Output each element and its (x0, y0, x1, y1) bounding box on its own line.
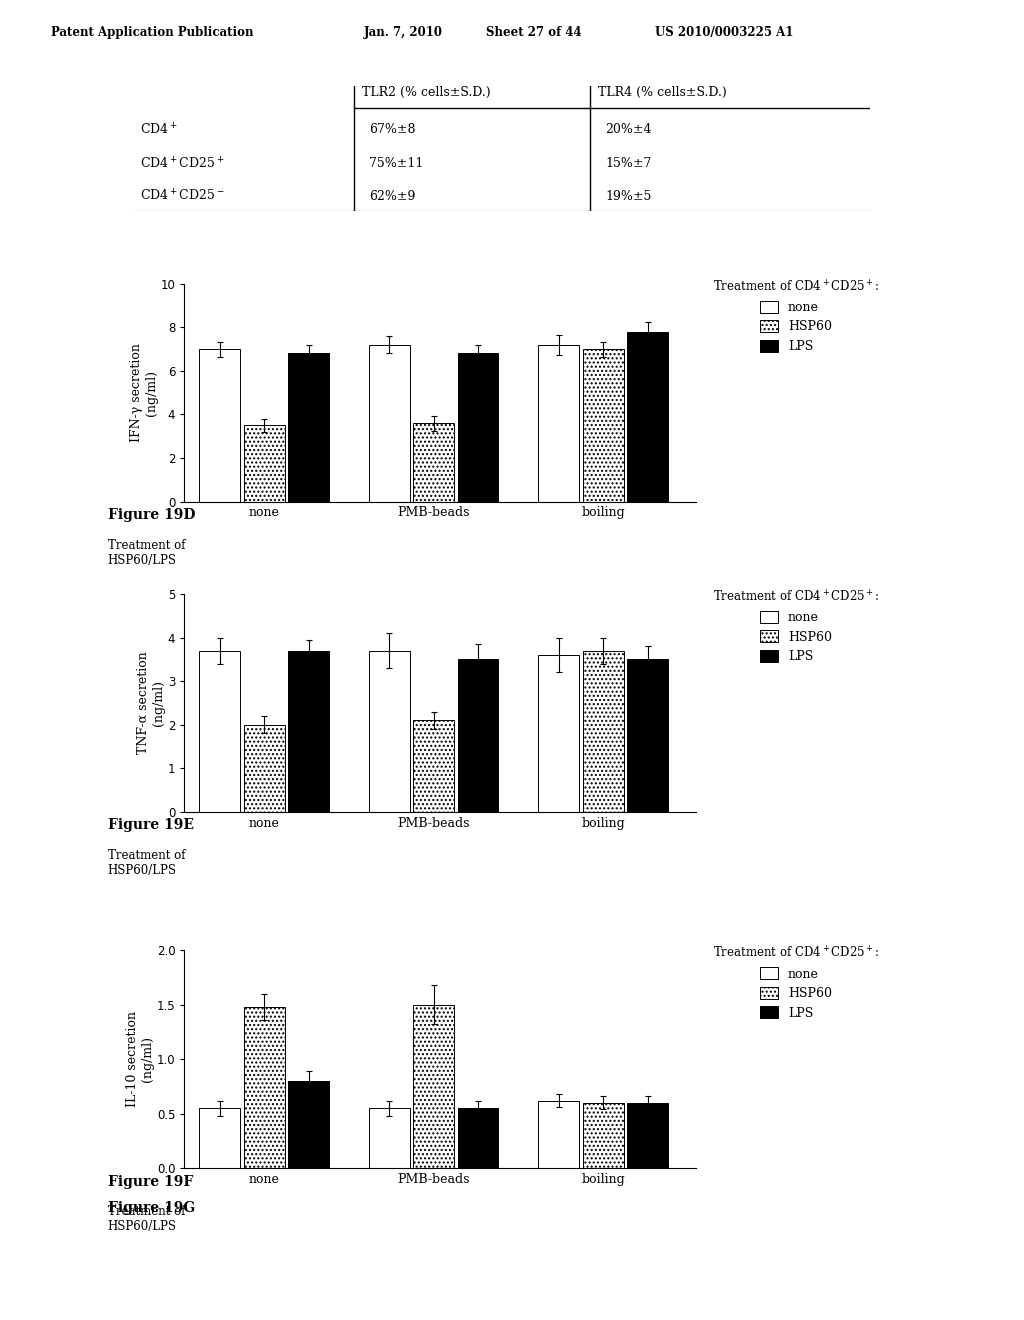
Bar (369, 345, 410, 502)
Bar (288, 354, 329, 502)
Bar (414, 1005, 454, 1168)
Text: 62%±9: 62%±9 (369, 190, 416, 203)
Bar (414, 721, 454, 812)
Text: 20%±4: 20%±4 (605, 123, 651, 136)
Bar (244, 1007, 285, 1168)
Text: 75%±11: 75%±11 (369, 157, 424, 170)
Bar (244, 425, 285, 502)
Legend: none, HSP60, LPS: none, HSP60, LPS (713, 945, 880, 1019)
Bar (539, 345, 580, 502)
Y-axis label: IFN-γ secretion
(ng/ml): IFN-γ secretion (ng/ml) (130, 343, 158, 442)
Bar (627, 659, 668, 812)
Bar (200, 348, 241, 502)
Bar (583, 651, 624, 812)
Bar (539, 655, 580, 812)
Legend: none, HSP60, LPS: none, HSP60, LPS (713, 589, 880, 663)
Y-axis label: IL-10 secretion
(ng/ml): IL-10 secretion (ng/ml) (126, 1011, 154, 1107)
Bar (369, 651, 410, 812)
Text: CD4$^+$CD25$^+$: CD4$^+$CD25$^+$ (140, 156, 225, 172)
Text: 19%±5: 19%±5 (605, 190, 651, 203)
Bar (458, 1109, 499, 1168)
Text: Figure 19F: Figure 19F (108, 1175, 193, 1189)
Text: Patent Application Publication: Patent Application Publication (51, 26, 254, 40)
Bar (583, 1104, 624, 1168)
Bar (288, 651, 329, 812)
Bar (458, 659, 499, 812)
Text: US 2010/0003225 A1: US 2010/0003225 A1 (655, 26, 794, 40)
Bar (244, 725, 285, 812)
Text: Figure 19G: Figure 19G (108, 1201, 195, 1216)
Text: TLR4 (% cells±S.D.): TLR4 (% cells±S.D.) (598, 86, 726, 99)
Text: Treatment of
HSP60/LPS: Treatment of HSP60/LPS (108, 1205, 185, 1233)
Text: Treatment of
HSP60/LPS: Treatment of HSP60/LPS (108, 849, 185, 876)
Bar (627, 1104, 668, 1168)
Bar (414, 424, 454, 502)
Text: Sheet 27 of 44: Sheet 27 of 44 (486, 26, 582, 40)
Bar (583, 348, 624, 502)
Text: Figure 19E: Figure 19E (108, 818, 194, 833)
Bar (458, 354, 499, 502)
Bar (539, 1101, 580, 1168)
Text: Jan. 7, 2010: Jan. 7, 2010 (364, 26, 442, 40)
Legend: none, HSP60, LPS: none, HSP60, LPS (713, 279, 880, 352)
Text: 67%±8: 67%±8 (369, 123, 416, 136)
Bar (200, 651, 241, 812)
Bar (627, 331, 668, 502)
Bar (369, 1109, 410, 1168)
Text: CD4$^+$: CD4$^+$ (140, 121, 178, 137)
Bar (200, 1109, 241, 1168)
Text: 15%±7: 15%±7 (605, 157, 651, 170)
Text: Treatment of
HSP60/LPS: Treatment of HSP60/LPS (108, 539, 185, 566)
Bar (288, 1081, 329, 1168)
Text: CD4$^+$CD25$^-$: CD4$^+$CD25$^-$ (140, 189, 225, 203)
Y-axis label: TNF-α secretion
(ng/ml): TNF-α secretion (ng/ml) (137, 652, 165, 754)
Text: Figure 19D: Figure 19D (108, 508, 195, 523)
Text: TLR2 (% cells±S.D.): TLR2 (% cells±S.D.) (361, 86, 490, 99)
